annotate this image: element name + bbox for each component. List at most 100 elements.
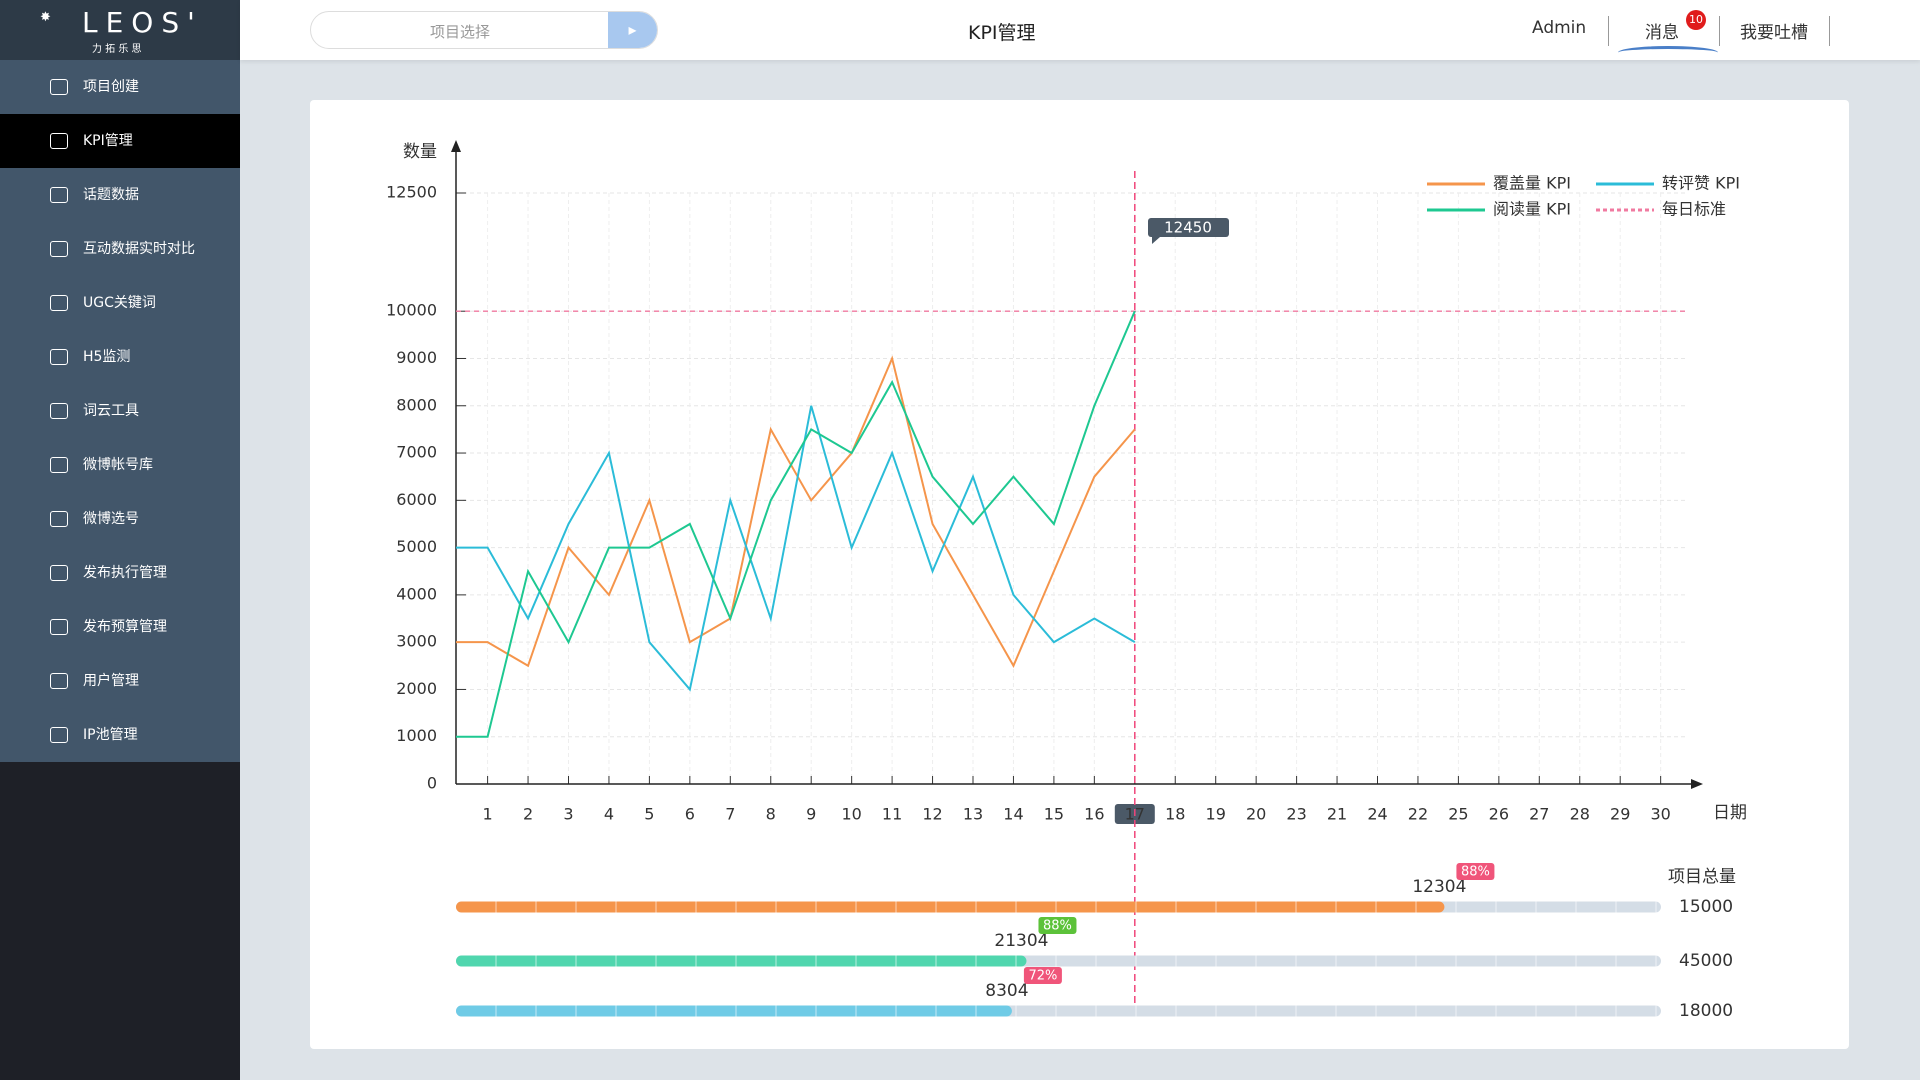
x-tick-label: 25 <box>1448 805 1468 824</box>
menu-item[interactable]: IP池管理 <box>0 708 240 762</box>
menu: 项目创建 KPI管理话题数据互动数据实时对比 UGC关键词 H5监测词云工具 微博帐号库… <box>0 60 240 762</box>
menu-item[interactable]: 发布执行管理 <box>0 546 240 600</box>
divider <box>1719 16 1720 46</box>
legend-label: 阅读量 KPI <box>1493 200 1571 219</box>
menu-icon <box>50 79 68 95</box>
project-select[interactable]: 项目选择 ▸ <box>310 11 658 49</box>
search-placeholder: 项目选择 <box>429 23 490 41</box>
legend-label: 转评赞 KPI <box>1662 174 1740 193</box>
x-tick-label: 8 <box>766 805 776 824</box>
progress-value: 8304 <box>985 981 1028 1001</box>
x-tick-label: 20 <box>1246 805 1266 824</box>
user[interactable]: Admin <box>1532 18 1587 38</box>
x-tick-label: 24 <box>1367 805 1387 824</box>
y-tick-label: 9000 <box>396 348 437 367</box>
menu-item[interactable]: 词云工具 <box>0 384 240 438</box>
x-tick-label: 11 <box>882 805 902 824</box>
x-tick-label: 1 <box>483 805 493 824</box>
y-tick-label: 1000 <box>396 726 437 745</box>
menu-item[interactable]: 互动数据实时对比 <box>0 222 240 276</box>
x-tick-label: 16 <box>1084 805 1104 824</box>
y-axis-label: 数量 <box>403 142 437 162</box>
progress-value: 21304 <box>994 931 1048 951</box>
x-tick-label: 9 <box>806 805 816 824</box>
y-tick-label: 4000 <box>396 584 437 603</box>
menu-label: 微博选号 <box>83 511 139 527</box>
progress-total: 45000 <box>1679 951 1733 971</box>
progress-total: 15000 <box>1679 897 1733 917</box>
x-tick-label: 21 <box>1327 805 1347 824</box>
percent-badge <box>1038 917 1077 934</box>
menu-icon <box>50 187 68 203</box>
menu-item[interactable]: 项目创建 <box>0 60 240 114</box>
logo-text: LEOS' <box>82 6 203 39</box>
feedback[interactable]: 我要吐槽 <box>1740 23 1808 43</box>
progress-fill <box>456 955 1027 967</box>
x-tick-label: 15 <box>1044 805 1064 824</box>
x-tick-label: 10 <box>841 805 861 824</box>
menu-icon <box>50 727 68 743</box>
progress-fill <box>456 1005 1012 1017</box>
y-tick-label: 8000 <box>396 395 437 414</box>
menu-item[interactable]: 微博选号 <box>0 492 240 546</box>
y-tick-label: 10000 <box>386 301 437 320</box>
y-tick-label: 3000 <box>396 632 437 651</box>
menu-item[interactable]: H5监测 <box>0 330 240 384</box>
logo-star: ✸ <box>40 10 51 25</box>
logo: ✸ LEOS' 力 拓 乐 思 <box>0 0 240 60</box>
card: 0 1000 2000 3000 4000 5000 6000 7000 8000 9000 100… <box>310 100 1849 1049</box>
menu-label: 互动数据实时对比 <box>83 241 195 257</box>
menu-label: UGC关键词 <box>83 295 156 311</box>
x-tick-label: 4 <box>604 805 614 824</box>
progress-total: 18000 <box>1679 1001 1733 1021</box>
x-tick-label: 30 <box>1650 805 1670 824</box>
active-underline <box>1618 46 1718 59</box>
menu-item[interactable]: 话题数据 <box>0 168 240 222</box>
x-tick-label: 5 <box>644 805 654 824</box>
tooltip-tail <box>1152 237 1160 244</box>
x-tick-label: 29 <box>1610 805 1630 824</box>
select-button[interactable]: ▸ <box>608 12 657 48</box>
menu-label: 话题数据 <box>83 187 139 203</box>
menu-item[interactable]: 发布预算管理 <box>0 600 240 654</box>
progress-value: 12304 <box>1412 877 1466 897</box>
legend-label: 覆盖量 KPI <box>1493 174 1571 193</box>
percent-label: 88% <box>1043 919 1072 934</box>
sidebar: ✸ LEOS' 力 拓 乐 思 项目创建 KPI管理话题数据互动数据实时对比 UGC… <box>0 0 240 1080</box>
menu-icon <box>50 403 68 419</box>
x-tick-label: 27 <box>1529 805 1549 824</box>
menu-label: H5监测 <box>83 349 131 365</box>
menu-label: 发布执行管理 <box>83 565 167 581</box>
menu-icon <box>50 241 68 257</box>
percent-label: 88% <box>1461 865 1490 880</box>
x-tick-label: 22 <box>1408 805 1428 824</box>
menu-label: 发布预算管理 <box>83 619 167 635</box>
tooltip-box <box>1148 218 1229 237</box>
menu-label: 用户管理 <box>83 673 139 689</box>
y-tick-label: 0 <box>427 774 437 793</box>
y-tick-label: 7000 <box>396 443 437 462</box>
logo-sub: 力 拓 乐 思 <box>92 44 142 55</box>
x-tick-label: 12 <box>922 805 942 824</box>
menu-item[interactable]: UGC关键词 <box>0 276 240 330</box>
y-tick-label: 6000 <box>396 490 437 509</box>
menu-item[interactable]: KPI管理 <box>0 114 240 168</box>
menu-icon <box>50 511 68 527</box>
page-title: KPI管理 <box>968 22 1036 44</box>
menu-item[interactable]: 微博帐号库 <box>0 438 240 492</box>
y-tick-label: 2000 <box>396 679 437 698</box>
x-tick-label: 26 <box>1489 805 1509 824</box>
x-tick-label: 7 <box>725 805 735 824</box>
messages[interactable]: 消息 <box>1645 23 1679 43</box>
x-tick-label: 6 <box>685 805 695 824</box>
series-line <box>456 405 1136 692</box>
menu-item[interactable]: 用户管理 <box>0 654 240 708</box>
progress-header: 项目总量 <box>1668 867 1736 887</box>
menu-label: KPI管理 <box>83 133 133 149</box>
menu-icon <box>50 349 68 365</box>
x-tick-label: 3 <box>563 805 573 824</box>
menu-icon <box>50 457 68 473</box>
y-axis-arrow <box>451 140 461 152</box>
legend-label: 每日标准 <box>1662 200 1726 219</box>
